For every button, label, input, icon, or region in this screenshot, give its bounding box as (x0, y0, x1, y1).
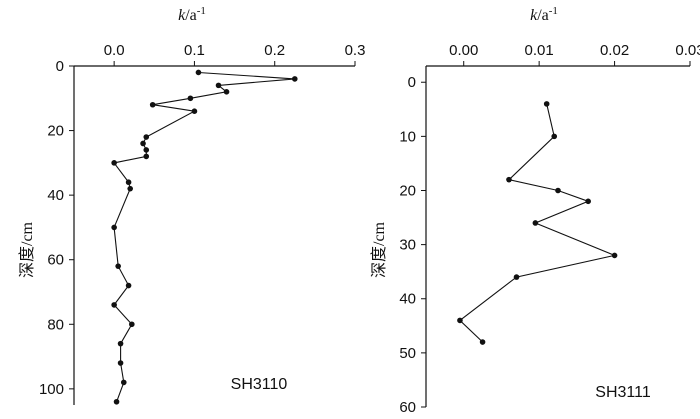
x-tick-label-left: 0.1 (184, 42, 205, 59)
series-line-left (113, 71, 295, 402)
data-point-left (187, 95, 194, 102)
x-axis-title-left: k/a-1 (178, 5, 206, 24)
y-tick-label-right: 0 (408, 74, 416, 91)
x-tick-label-right: 0.02 (600, 42, 629, 59)
data-point-left (129, 321, 135, 328)
y-tick-label-right: 30 (399, 237, 416, 254)
series-line-right (459, 103, 617, 343)
y-tick-label-right: 50 (399, 345, 416, 362)
x-axis-title-left-k: k (178, 7, 186, 24)
data-point-right (532, 220, 539, 226)
data-point-left (117, 340, 124, 347)
y-tick-label-right: 10 (399, 128, 416, 145)
y-tick-label-right: 40 (399, 291, 416, 308)
data-point-left (111, 160, 117, 166)
data-point-right (551, 133, 558, 140)
data-point-left (195, 69, 202, 76)
data-point-left (223, 89, 230, 95)
data-point-left (140, 140, 146, 147)
data-point-right (585, 198, 591, 205)
panel-label-right: SH3111 (595, 384, 651, 401)
data-point-left (111, 302, 117, 308)
data-point-left (115, 263, 121, 269)
y-tick-label-right: 20 (399, 182, 416, 199)
data-point-right (555, 187, 561, 194)
x-axis-title-right-k: k (530, 7, 538, 24)
x-tick-label-left: 0.0 (104, 42, 125, 59)
data-point-left (125, 282, 132, 289)
data-point-left (120, 379, 127, 386)
data-point-left (143, 134, 150, 140)
y-tick-label-left: 100 (39, 381, 64, 398)
data-point-left (125, 179, 132, 186)
panel-label-left: SH3110 (231, 376, 288, 393)
x-tick-label-right: 0.01 (525, 42, 554, 59)
x-axis-title-right-exp: -1 (549, 5, 558, 17)
chart-panel-right: k/a-1 深度/cm SH3111 0.00 0.01 0.02 0.03 0 10 20… (370, 5, 700, 416)
y-tick-label-left: 0 (56, 58, 64, 75)
y-tick-label-left: 60 (47, 252, 64, 269)
data-point-right (513, 274, 520, 280)
data-point-right (611, 252, 618, 259)
x-axis-title-left-unit: /a (185, 7, 197, 24)
data-point-left (215, 82, 222, 89)
y-axis-title-right: 深度/cm (370, 221, 388, 278)
data-point-left (117, 360, 124, 366)
y-axis-title-left: 深度/cm (18, 221, 36, 278)
data-point-right (457, 317, 463, 324)
x-tick-label-right: 0.03 (675, 42, 700, 59)
data-point-right (506, 176, 512, 183)
data-point-left (149, 101, 156, 108)
chart-panel-left: k/a-1 深度/cm SH3110 0.0 0.1 0.2 0.3 0 20 40 60 80… (18, 5, 365, 405)
x-tick-label-right: 0.00 (449, 42, 478, 59)
x-tick-label-left: 0.2 (264, 42, 285, 59)
y-tick-label-left: 80 (47, 316, 64, 333)
data-point-left (127, 185, 133, 192)
y-tick-label-left: 20 (47, 123, 64, 140)
data-point-left (111, 224, 117, 231)
y-tick-label-right: 60 (399, 399, 416, 416)
x-axis-title-right: k/a-1 (530, 5, 558, 24)
x-axis-title-right-unit: /a (537, 7, 549, 24)
data-point-right (543, 101, 550, 107)
x-axis-title-left-exp: -1 (197, 5, 206, 17)
y-tick-label-left: 40 (47, 187, 64, 204)
data-point-left (113, 398, 120, 405)
data-point-left (291, 76, 298, 82)
data-point-left (191, 108, 198, 114)
data-point-right (479, 339, 486, 345)
data-point-left (143, 153, 150, 160)
x-tick-label-left: 0.3 (345, 42, 366, 59)
data-point-left (143, 147, 150, 153)
